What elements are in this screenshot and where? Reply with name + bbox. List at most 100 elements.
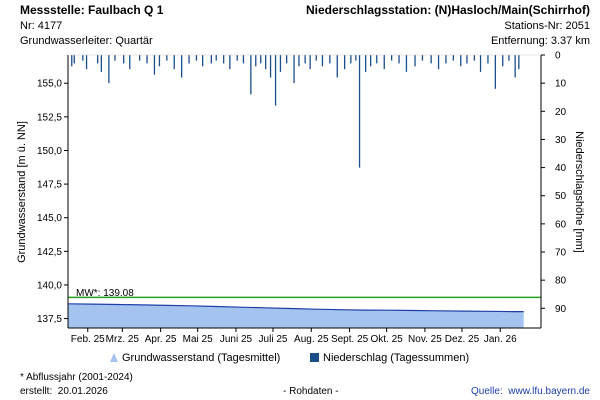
precipitation-bar: [460, 55, 462, 67]
precipitation-bar: [421, 55, 424, 61]
precipitation-bar: [82, 55, 84, 61]
x-tick-label: Nov. 25: [408, 334, 442, 345]
precipitation-bar: [376, 55, 378, 64]
precipitation-bar: [166, 55, 168, 61]
precipitation-bar: [487, 55, 489, 64]
precipitation-bar: [158, 55, 161, 67]
precipitation-bar: [508, 55, 510, 61]
precipitation-bar: [173, 55, 175, 70]
precipitation-bar: [365, 55, 367, 72]
precipitation-bar: [236, 55, 238, 61]
y-left-tick-label: 152,5: [37, 112, 62, 123]
precipitation-bar: [188, 55, 190, 64]
y-left-tick-label: 150,0: [37, 146, 62, 157]
precipitation-bar: [370, 55, 372, 67]
footer-created: erstellt: 20.01.2026: [20, 385, 108, 398]
precipitation-bar: [265, 55, 267, 70]
precipitation-bar: [479, 55, 482, 72]
y-right-tick-label: 90: [555, 304, 567, 315]
precipitation-bar: [215, 55, 217, 61]
precipitation-bar: [405, 55, 408, 72]
x-tick-label: Mrz. 25: [106, 334, 140, 345]
precipitation-bar: [100, 55, 102, 72]
source-label: Quelle:: [471, 386, 503, 397]
precipitation-bar: [279, 55, 282, 72]
precipitation-bar: [391, 55, 393, 61]
precipitation-bar: [309, 55, 311, 70]
precipitation-bar: [181, 55, 183, 78]
precipitation-bar: [355, 55, 357, 61]
rain-station-distance: Entfernung: 3.37 km: [490, 35, 590, 47]
y-right-tick-label: 40: [555, 163, 567, 174]
precipitation-bar: [97, 55, 99, 64]
y-right-tick-label: 20: [555, 107, 567, 118]
created-label: erstellt:: [20, 386, 53, 397]
precipitation-bar: [358, 55, 361, 168]
x-tick-label: Aug. 25: [294, 334, 329, 345]
precipitation-bar: [398, 55, 400, 64]
y-right-tick-label: 50: [555, 191, 567, 202]
precipitation-bar: [336, 55, 338, 78]
legend-area-swatch: [110, 353, 118, 362]
x-tick-label: Dez. 25: [445, 334, 480, 345]
y-right-tick-label: 30: [555, 135, 567, 146]
precipitation-bar: [452, 55, 454, 61]
y-right-tick-label: 0: [555, 51, 561, 62]
x-tick-label: Sept. 25: [331, 334, 369, 345]
precipitation-bar: [383, 55, 385, 70]
y-left-tick-label: 137,5: [37, 314, 62, 325]
precipitation-bar: [242, 55, 245, 64]
y-left-tick-label: 155,0: [37, 79, 62, 90]
precipitation-bar: [260, 55, 262, 64]
raw-data-note: - Rohdaten -: [283, 386, 339, 397]
precipitation-bar: [229, 55, 231, 70]
precipitation-bar: [195, 55, 198, 61]
precipitation-bar: [250, 55, 252, 95]
precipitation-bar: [286, 55, 288, 64]
precipitation-bar: [123, 55, 125, 64]
legend-precipitation: Niederschlag (Tagessummen): [310, 352, 469, 365]
precipitation-bar: [210, 55, 212, 64]
precipitation-bar: [437, 55, 440, 70]
precipitation-bar: [518, 55, 520, 70]
y-right-tick-label: 80: [555, 276, 567, 287]
footer-source: Quelle: www.lfu.bayern.de: [471, 385, 590, 398]
x-tick-label: Juni 25: [220, 334, 253, 345]
precipitation-bar: [502, 55, 504, 67]
precipitation-bar: [269, 55, 272, 78]
rain-station-title: Niederschlagsstation: (N)Hasloch/Main(Sc…: [305, 3, 590, 17]
precipitation-bar: [73, 55, 75, 64]
precipitation-bar: [274, 55, 277, 106]
y-right-tick-label: 70: [555, 248, 567, 259]
x-tick-label: Mai 25: [183, 334, 213, 345]
y-left-tick-label: 147,5: [37, 180, 62, 191]
precipitation-bar: [202, 55, 204, 67]
legend-bar-swatch: [310, 353, 319, 362]
mean-value-label: MW*: 139.08: [76, 288, 134, 299]
source-link[interactable]: www.lfu.bayern.de: [508, 386, 590, 397]
precipitation-bar: [430, 55, 432, 64]
rain-station-number: Stations-Nr: 2051: [504, 20, 590, 32]
precipitation-bar: [298, 55, 300, 67]
precipitation-bar: [473, 55, 475, 61]
precipitation-bar: [146, 55, 148, 64]
x-tick-label: Apr. 25: [145, 334, 177, 345]
y-left-tick-label: 145,0: [37, 213, 62, 224]
groundwater-line: [67, 303, 524, 313]
precipitation-bar: [85, 55, 88, 70]
legend-groundwater-label: Grundwasserstand (Tagesmittel): [122, 352, 281, 364]
precipitation-bar: [114, 55, 116, 61]
precipitation-bar: [344, 55, 346, 70]
y-right-tick-label: 60: [555, 219, 567, 230]
precipitation-bar: [315, 55, 317, 61]
precipitation-bar: [293, 55, 295, 84]
footer-note: * Abflussjahr (2001-2024): [20, 372, 133, 383]
precipitation-bar: [129, 55, 131, 70]
x-tick-label: Okt. 25: [371, 334, 404, 345]
precipitation-bar: [329, 55, 331, 64]
precipitation-bar: [71, 55, 73, 67]
precipitation-bar: [445, 55, 447, 64]
y-axis-left-label: Grundwasserstand [m ü. NN]: [16, 121, 28, 263]
x-tick-label: Juli 25: [259, 334, 288, 345]
